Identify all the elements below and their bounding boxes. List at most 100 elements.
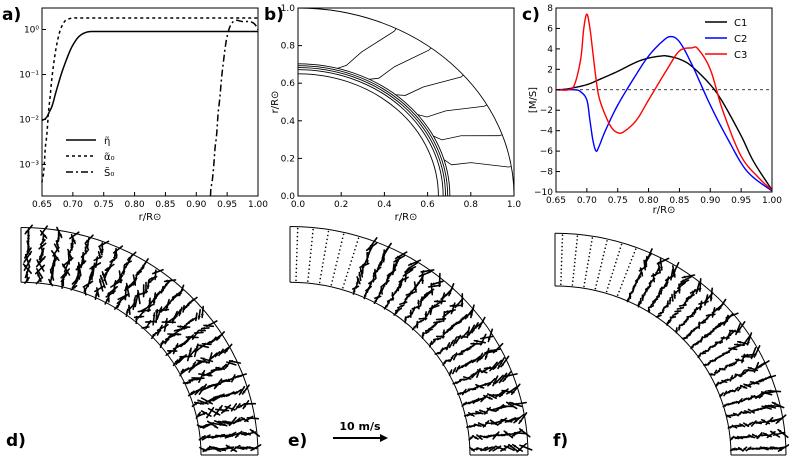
vector-arrowhead [235, 446, 239, 450]
vector-arrowhead [488, 396, 493, 400]
vector-arrowhead [450, 304, 454, 308]
y-tick-label: −4 [540, 127, 554, 137]
vector-arrowhead [85, 239, 89, 244]
vector-arrowhead [514, 419, 518, 423]
vector-dot [346, 271, 349, 274]
x-tick-label: 0.80 [125, 200, 145, 210]
vector-arrowhead [81, 253, 85, 258]
vector-arrowhead [519, 428, 524, 432]
vector-arrowhead [386, 276, 390, 281]
vector-arrowhead [207, 340, 211, 344]
panel-label-a: a) [2, 5, 21, 25]
vector-arrowhead [726, 350, 731, 354]
y-tick-label: 10⁰ [24, 25, 39, 35]
y-tick-label: −2 [540, 106, 553, 116]
vector-arrowhead [376, 268, 380, 272]
vector-arrowhead [686, 333, 690, 338]
vector-arrowhead [744, 353, 749, 357]
x-axis-label: r/R⊙ [653, 205, 676, 216]
vector-arrowhead [165, 306, 169, 310]
vector-arrowhead [113, 249, 118, 253]
vector-arrowhead [409, 310, 413, 314]
vector-arrowhead [778, 429, 782, 433]
vector-arrowhead [717, 369, 721, 373]
legend-label: C1 [734, 18, 747, 29]
vector-arrowhead [498, 421, 502, 425]
vector-arrowhead [417, 300, 421, 304]
vector-arrowhead [670, 294, 674, 298]
legend-label: η̃ [104, 135, 110, 147]
vector-arrowhead [421, 280, 425, 284]
vector-arrowhead [743, 411, 747, 415]
vector-dot [560, 275, 562, 278]
panel-f: f) [553, 232, 789, 456]
vector-arrowhead [67, 260, 71, 264]
vector-arrowhead [743, 447, 747, 451]
vector-arrowhead [98, 254, 101, 258]
x-tick-label: 0.65 [546, 196, 566, 206]
vector-arrowhead [94, 263, 98, 268]
x-tick-label: 0.70 [63, 200, 83, 210]
vector-arrowhead [442, 330, 446, 334]
vector-arrowhead [471, 400, 476, 404]
vector-arrowhead [105, 267, 109, 271]
vector-dot [340, 245, 342, 247]
vector-arrowhead [465, 347, 469, 351]
vector-dot [591, 237, 594, 239]
vector-dot [594, 287, 597, 290]
vector-arrowhead [480, 336, 485, 340]
vector-arrowhead [763, 433, 767, 436]
vector-arrowhead [459, 392, 464, 395]
vector-arrowhead [655, 271, 659, 276]
vector-arrowhead [154, 296, 158, 300]
vector-arrowhead [658, 269, 662, 273]
vector-arrowhead [222, 420, 227, 424]
vector-arrowhead [57, 237, 61, 241]
vector-dot [344, 279, 347, 281]
vector-arrowhead [470, 314, 473, 318]
vector-arrowhead [409, 290, 413, 294]
vector-arrowhead [382, 254, 386, 258]
y-tick-label: 4 [547, 45, 553, 55]
vector-arrowhead [239, 432, 244, 436]
vector-dot [612, 269, 615, 271]
vector-arrowhead [355, 280, 359, 285]
shell-arc-5 [297, 7, 515, 197]
vector-arrowhead [149, 276, 154, 280]
vector-arrowhead [414, 288, 418, 292]
vector-arrowhead [69, 235, 74, 239]
vector-dot [295, 259, 298, 262]
vector-arrowhead [450, 355, 454, 360]
vector-arrowhead [399, 284, 403, 288]
vector-arrowhead [735, 358, 740, 362]
vector-arrowhead [747, 383, 751, 386]
vector-dot [561, 249, 563, 252]
vector-arrowhead [504, 374, 508, 378]
vector-arrowhead [25, 230, 29, 234]
vector-dot [588, 255, 590, 258]
vector-arrowhead [407, 266, 411, 270]
vector-arrowhead [694, 307, 699, 310]
vector-arrowhead [438, 283, 442, 287]
vector-arrowhead [639, 298, 643, 302]
vector-arrowhead [460, 303, 464, 307]
vector-arrowhead [136, 272, 140, 276]
vector-dot [630, 259, 633, 261]
y-tick-label: 0.6 [281, 79, 296, 89]
vector-arrowhead [493, 349, 497, 353]
vector-arrowhead [675, 327, 679, 332]
vector-dot [308, 268, 310, 271]
vector-dot [311, 240, 313, 243]
vector-dot [599, 269, 601, 272]
vector-arrowhead [352, 288, 356, 293]
vector-arrowhead [677, 289, 681, 293]
vector-arrowhead [519, 419, 523, 424]
vector-arrowhead [741, 359, 745, 363]
vector-arrowhead [422, 295, 426, 299]
vector-arrowhead [72, 239, 76, 244]
vector-arrowhead [757, 420, 761, 424]
vector-arrowhead [730, 436, 734, 440]
vector-dot [597, 276, 599, 279]
vector-arrowhead [445, 310, 449, 313]
vector-arrowhead [198, 344, 202, 348]
